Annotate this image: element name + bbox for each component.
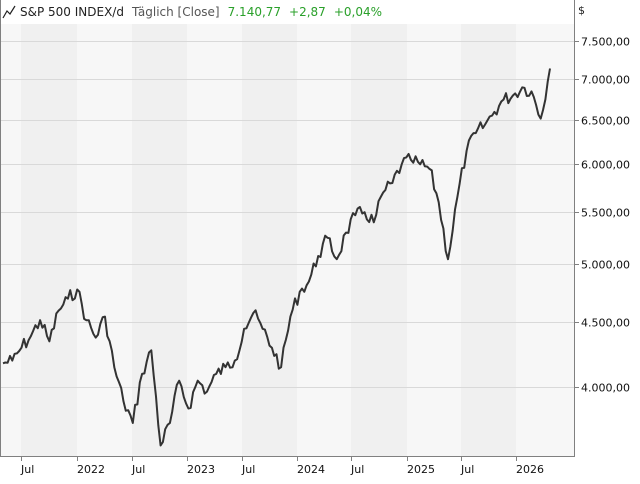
y-tick-label: 7.000,00 [581,74,630,87]
price-change-percent: +0,04% [333,5,383,19]
period-label: Täglich [Close] [131,5,220,19]
y-tick-label: 4.500,00 [581,317,630,330]
x-axis: Jul 2022 Jul 2023 Jul 2024 Jul 2025 Jul … [20,457,544,476]
price-change: +2,87 [289,5,326,19]
x-tick-label: Jul [131,463,145,476]
x-tick-label: Jul [460,463,474,476]
x-tick-label: 2022 [77,463,105,476]
x-tick-label: Jul [241,463,255,476]
x-tick-label: 2023 [187,463,215,476]
symbol-label: S&P 500 INDEX/d [20,5,124,19]
x-tick-label: 2025 [407,463,435,476]
y-tick-label: 6.000,00 [581,159,630,172]
y-tick-label: 6.500,00 [581,115,630,128]
price-line [2,68,551,447]
chart-header: S&P 500 INDEX/d Täglich [Close] 7.140,77… [2,2,389,22]
currency-label: $ [578,4,585,17]
y-tick-label: 5.500,00 [581,207,630,220]
x-tick-label: 2024 [297,463,325,476]
period-bands [21,24,516,456]
gridlines [0,41,574,388]
last-price: 7.140,77 [227,5,282,19]
line-chart-icon [2,5,16,19]
x-tick-label: Jul [20,463,34,476]
x-tick-label: Jul [350,463,364,476]
y-axis: 7.500,00 7.000,00 6.500,00 6.000,00 5.50… [575,36,630,395]
y-tick-label: 5.000,00 [581,259,630,272]
y-tick-label: 7.500,00 [581,36,630,49]
x-tick-label: 2026 [516,463,544,476]
y-tick-label: 4.000,00 [581,382,630,395]
